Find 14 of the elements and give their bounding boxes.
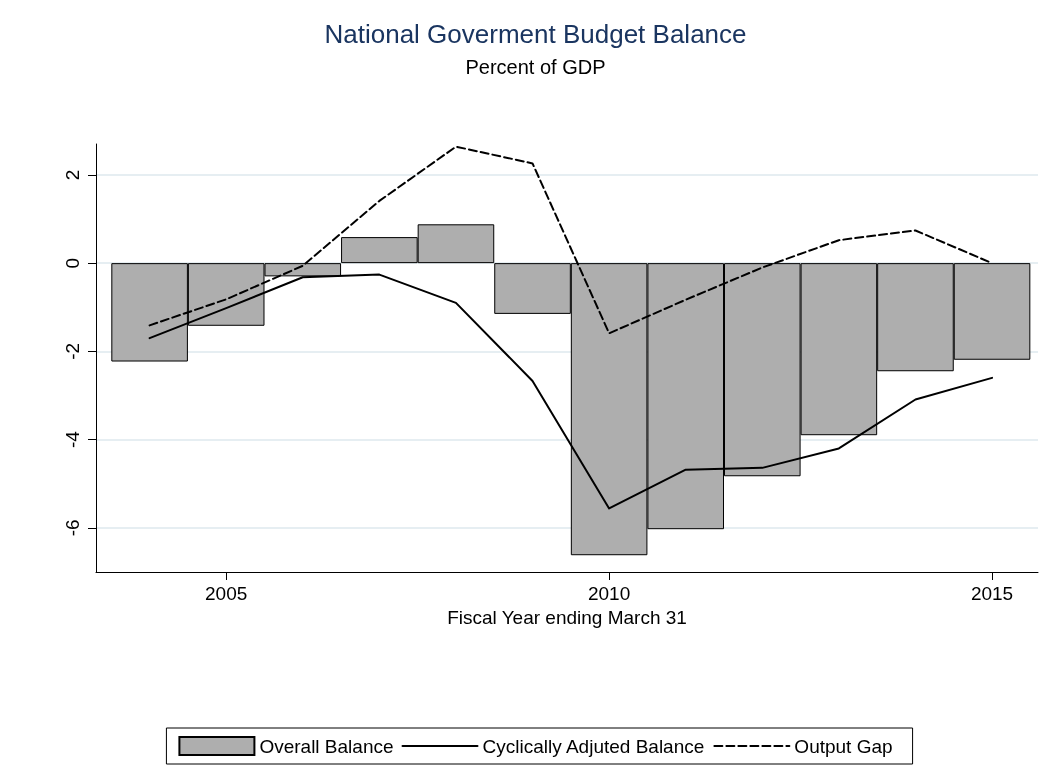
y-tick-label: -2	[62, 342, 83, 360]
x-tick-label: 2015	[970, 583, 1014, 604]
chart-subtitle: Percent of GDP	[465, 56, 606, 78]
y-tick-label: -6	[62, 519, 83, 537]
x-axis-title: Fiscal Year ending March 31	[447, 606, 687, 628]
legend-label: Overall Balance	[259, 735, 394, 757]
x-tick-label: 2010	[587, 583, 631, 604]
y-tick-label: 0	[62, 257, 83, 269]
x-tick-label: 2005	[205, 583, 248, 604]
legend-label: Output Gap	[794, 735, 893, 757]
chart-title: National Goverment Budget Balance	[324, 19, 747, 49]
y-tick-label: 2	[62, 169, 83, 181]
y-tick-label: -4	[62, 430, 83, 449]
legend-label: Cyclically Adjuted Balance	[482, 735, 705, 757]
